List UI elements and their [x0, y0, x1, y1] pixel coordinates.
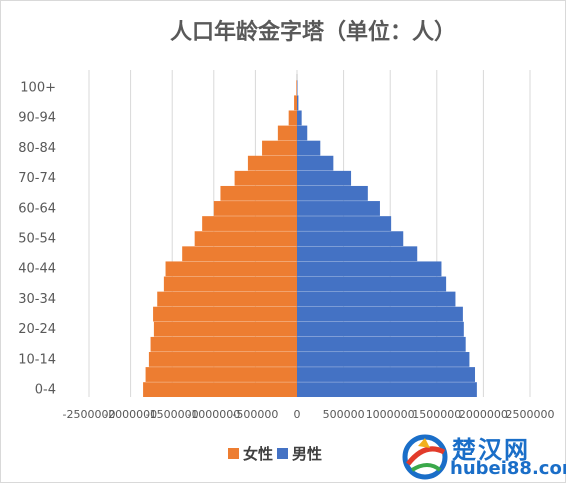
- legend-item-female: 女性: [228, 443, 273, 464]
- bar-female-5-9: [145, 367, 297, 382]
- x-tick-label: -2000000: [104, 408, 157, 421]
- bar-female-65-69: [220, 185, 297, 201]
- bar-female-60-64: [213, 201, 297, 216]
- bar-male-30-34: [297, 291, 456, 307]
- bar-male-80-84: [297, 140, 321, 156]
- legend-label-female: 女性: [243, 445, 274, 463]
- y-tick-label: 20-24: [18, 322, 56, 337]
- bar-male-25-29: [297, 306, 463, 322]
- x-tick-label: -1000000: [187, 408, 240, 421]
- bars: [143, 80, 477, 397]
- bar-male-60-64: [297, 201, 380, 216]
- bar-male-40-44: [297, 261, 442, 277]
- bar-female-10-14: [148, 352, 297, 367]
- bar-female-75-79: [247, 155, 297, 171]
- bar-female-95-99: [294, 95, 297, 111]
- legend-swatch-female: [228, 448, 239, 459]
- bar-female-85-89: [277, 125, 297, 141]
- x-tick-label: 500000: [323, 408, 365, 421]
- bar-female-50-54: [194, 231, 297, 247]
- bar-male-70-74: [297, 170, 352, 186]
- y-tick-label: 30-34: [18, 292, 56, 307]
- x-tick-label: -1500000: [146, 408, 199, 421]
- bar-male-0-4: [297, 382, 477, 397]
- bar-male-85-89: [297, 125, 308, 141]
- bar-male-100+: [297, 80, 298, 96]
- bar-female-20-24: [153, 321, 297, 337]
- bar-female-40-44: [165, 261, 297, 277]
- x-tick-label: -500000: [232, 408, 278, 421]
- bar-male-55-59: [297, 216, 392, 231]
- bar-male-75-79: [297, 155, 334, 171]
- bar-female-90-94: [288, 110, 297, 126]
- legend-item-male: 男性: [277, 443, 322, 464]
- bar-male-10-14: [297, 352, 470, 367]
- legend-swatch-male: [277, 448, 289, 459]
- bar-male-50-54: [297, 231, 404, 247]
- y-tick-label: 0-4: [35, 382, 56, 397]
- x-axis-ticks: -2500000-2000000-1500000-1000000-500000 0…: [63, 408, 555, 421]
- y-tick-label: 10-14: [18, 352, 56, 367]
- bar-female-80-84: [262, 140, 297, 156]
- bar-female-30-34: [157, 291, 297, 307]
- bar-female-100+: [296, 80, 297, 96]
- y-tick-label: 60-64: [18, 201, 56, 216]
- x-tick-label: 2000000: [459, 408, 508, 421]
- y-tick-label: 40-44: [18, 262, 56, 277]
- watermark-logo: 楚汉网 hubei88.com: [400, 430, 566, 483]
- legend-label-male: 男性: [292, 445, 323, 463]
- x-tick-label: 0: [294, 408, 301, 421]
- bar-female-15-19: [150, 336, 297, 352]
- y-tick-label: 90-94: [18, 111, 56, 126]
- y-tick-label: 70-74: [18, 171, 56, 186]
- chart-title: 人口年龄金字塔（单位：人）: [169, 19, 456, 45]
- y-tick-label: 100+: [20, 81, 56, 96]
- bar-male-35-39: [297, 276, 447, 292]
- legend: 女性 男性: [228, 443, 326, 464]
- bar-female-55-59: [202, 216, 297, 231]
- bar-female-25-29: [153, 306, 297, 322]
- x-tick-label: -2500000: [63, 408, 116, 421]
- bar-female-0-4: [143, 382, 297, 397]
- bar-male-20-24: [297, 321, 464, 337]
- watermark-emblem-icon: [402, 434, 448, 480]
- bar-male-90-94: [297, 110, 302, 126]
- bar-male-15-19: [297, 336, 466, 352]
- bar-female-45-49: [182, 246, 297, 262]
- bar-female-70-74: [234, 170, 297, 186]
- bar-male-95-99: [297, 95, 299, 111]
- watermark-url: hubei88.com: [450, 458, 566, 479]
- bar-male-45-49: [297, 246, 418, 262]
- bar-female-35-39: [163, 276, 297, 292]
- bar-male-5-9: [297, 367, 476, 382]
- y-axis-ticks: 0-4 10-14 20-24 30-34 40-44 50-54 60-64 70-74 80…: [18, 81, 56, 398]
- x-tick-label: 1500000: [412, 408, 461, 421]
- watermark-text: 楚汉网: [452, 436, 530, 464]
- x-tick-label: 1000000: [366, 408, 415, 421]
- y-tick-label: 80-84: [18, 141, 56, 156]
- bar-male-65-69: [297, 185, 368, 201]
- x-tick-label: 2500000: [506, 408, 555, 421]
- y-tick-label: 50-54: [18, 232, 56, 247]
